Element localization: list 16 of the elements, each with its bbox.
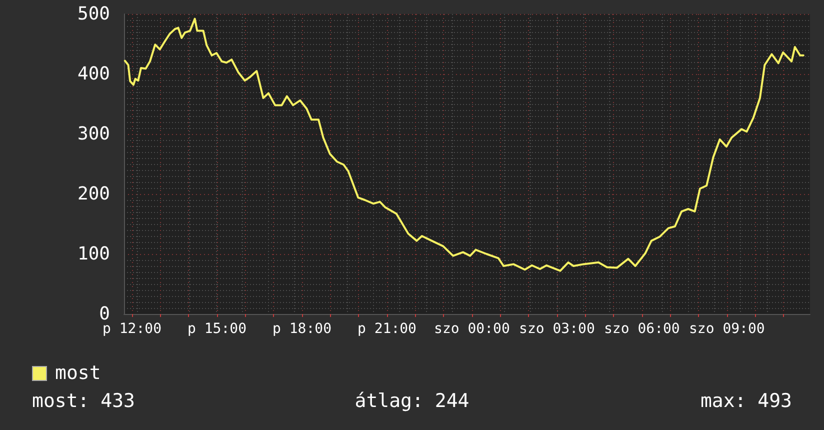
x-tick-label: szo 03:00 [519,321,595,337]
x-tick-label: p 18:00 [272,321,332,337]
y-tick-label: 100 [77,244,110,264]
y-tick-label: 200 [77,184,110,204]
legend-label: most [55,362,101,384]
x-tick-label: p 15:00 [188,321,247,337]
y-tick-label: 500 [77,4,110,24]
y-tick-label: 400 [77,64,110,84]
text: max: 493 [700,390,792,412]
x-tick-label: szo 06:00 [604,321,680,337]
x-tick-label: p 21:00 [357,321,416,337]
x-tick-label: szo 09:00 [688,321,765,337]
text: átlag: 244 [354,390,470,412]
text: most: 433 [32,390,135,412]
y-tick-label: 300 [77,124,110,144]
x-tick-label: szo 00:00 [434,321,510,337]
